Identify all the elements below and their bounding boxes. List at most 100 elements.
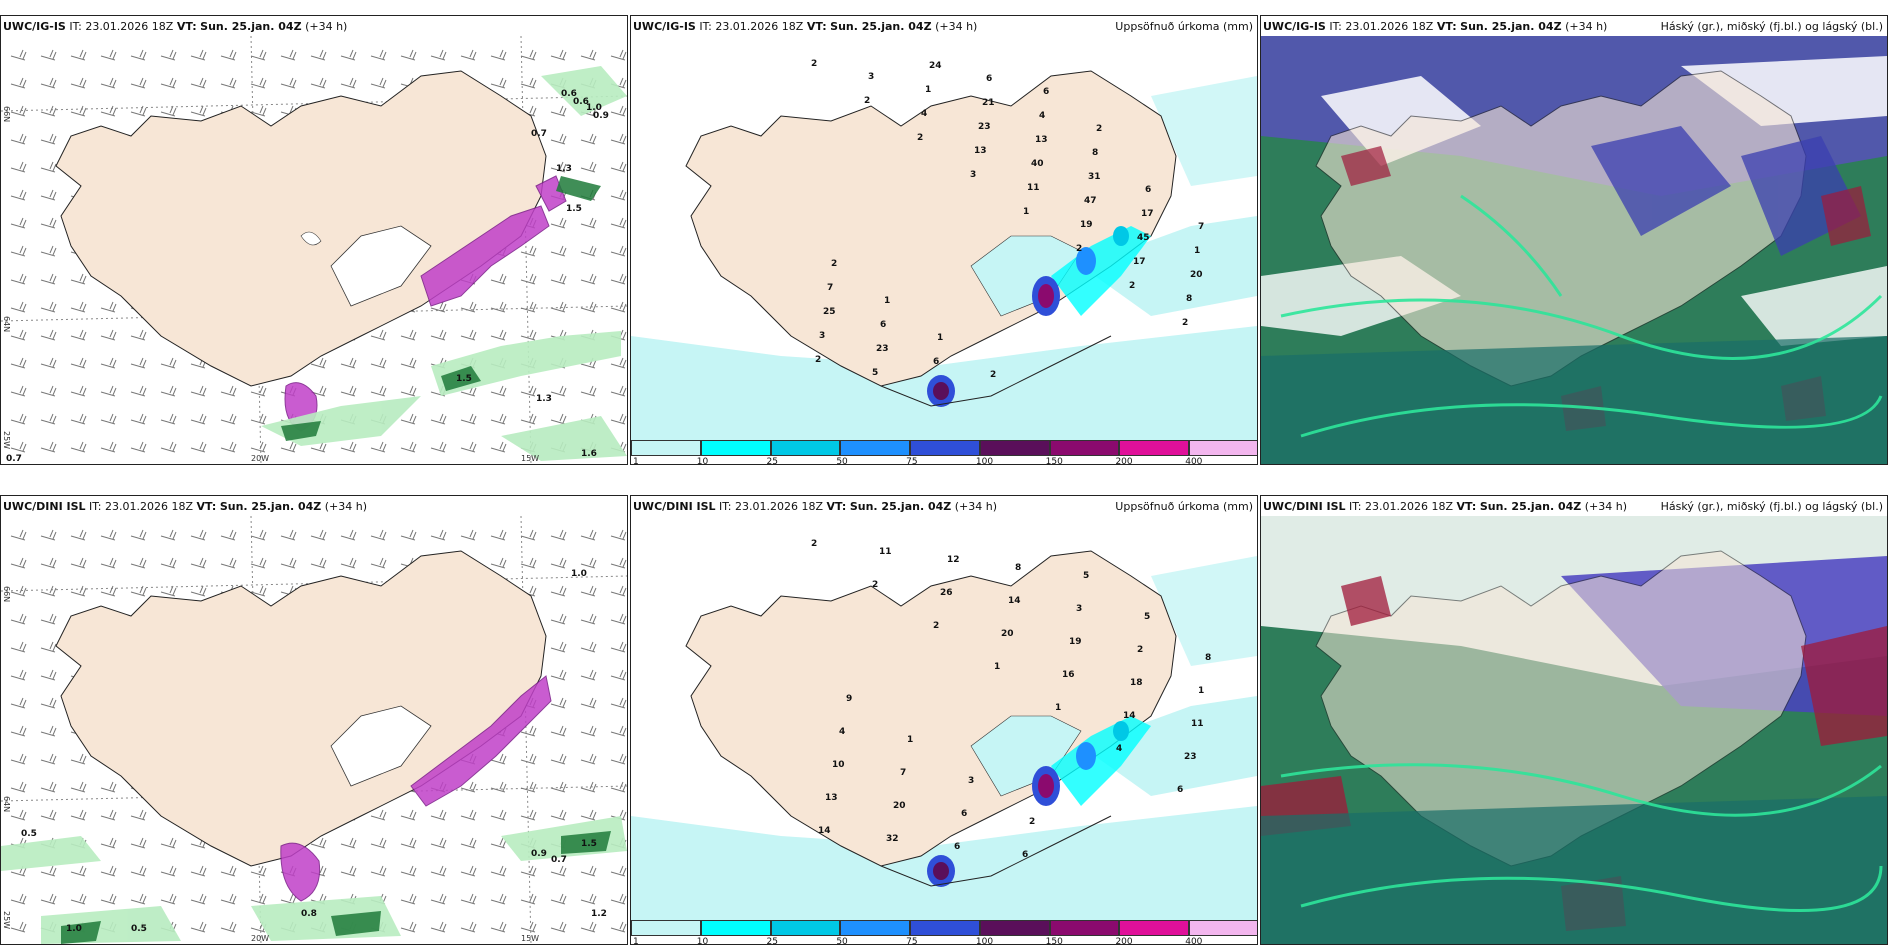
precip-label: 1	[1194, 246, 1200, 256]
wind-barb	[10, 133, 27, 145]
wind-barb	[550, 217, 567, 229]
wind-barb	[10, 161, 27, 173]
colorbar-tick: 200	[1115, 457, 1133, 465]
wind-barb	[220, 385, 237, 397]
wind-barb	[340, 441, 357, 453]
wind-barb	[340, 357, 357, 369]
wind-barb	[130, 105, 147, 117]
wind-barb	[580, 217, 597, 229]
wind-barb	[10, 613, 27, 625]
colorbar-tick: 10	[696, 937, 709, 945]
gust-label: 0.6	[561, 89, 577, 99]
wind-barb	[370, 49, 387, 61]
wind-barb	[610, 161, 627, 173]
wind-barb	[520, 753, 537, 765]
wind-barb	[610, 669, 627, 681]
wind-barb	[70, 329, 87, 341]
precip-label: 40	[1031, 159, 1044, 169]
wind-barb	[70, 301, 87, 313]
wind-barb	[310, 837, 327, 849]
precip-label: 13	[974, 146, 987, 156]
colorbar-cell	[631, 440, 701, 456]
wind-barb	[400, 865, 417, 877]
wind-barb	[340, 529, 357, 541]
wind-barb	[190, 77, 207, 89]
gust-label: 1.5	[581, 839, 597, 849]
wind-barb	[40, 189, 57, 201]
wind-barb	[100, 385, 117, 397]
wind-barb	[580, 669, 597, 681]
precip-label: 18	[1130, 678, 1143, 688]
colorbar-cell	[770, 440, 841, 456]
wind-barb	[10, 105, 27, 117]
wind-barb	[430, 837, 447, 849]
wind-barb	[310, 557, 327, 569]
wind-barb	[550, 273, 567, 285]
precip-label: 14	[1123, 711, 1136, 721]
wind-barb	[520, 245, 537, 257]
wind-barb	[370, 385, 387, 397]
panel-title: UWC/IG-IS IT: 23.01.2026 18Z VT: Sun. 25…	[1263, 20, 1608, 33]
panel-title: UWC/DINI ISL IT: 23.01.2026 18Z VT: Sun.…	[1263, 500, 1628, 513]
wind-barb	[580, 753, 597, 765]
precip-label: 7	[1198, 222, 1204, 232]
gust-label: 1.3	[536, 394, 552, 404]
wind-barb	[550, 753, 567, 765]
wind-barb	[430, 529, 447, 541]
precip-label: 2	[1129, 281, 1135, 291]
wind-barb	[430, 441, 447, 453]
wind-barb	[40, 105, 57, 117]
wind-barb	[190, 893, 207, 905]
wind-barb	[190, 441, 207, 453]
precip-label: 19	[1080, 220, 1093, 230]
precip-label: 3	[819, 331, 825, 341]
wind-barb	[10, 245, 27, 257]
wind-barb	[10, 529, 27, 541]
wind-barb	[130, 809, 147, 821]
precip-label: 4	[839, 727, 845, 737]
wind-barb	[40, 697, 57, 709]
precip-label: 2	[815, 355, 821, 365]
wind-barb	[610, 357, 627, 369]
precip-label: 2	[864, 96, 870, 106]
colorbar-tick: 400	[1185, 937, 1203, 945]
wind-barb	[160, 357, 177, 369]
wind-barb	[610, 529, 627, 541]
wind-barb	[610, 921, 627, 933]
precip-label: 3	[1076, 604, 1082, 614]
precip-label: 13	[1035, 135, 1048, 145]
precip-label: 10	[832, 760, 845, 770]
precip-label: 25	[823, 307, 836, 317]
gust-label: 1.0	[66, 924, 82, 934]
colorbar-cell	[840, 440, 911, 456]
colorbar-tick: 200	[1115, 937, 1133, 945]
wind-barb	[70, 893, 87, 905]
wind-map-svg: 20W 15W 66N 64N 25W 1.0 0.5 0.9 0.7 1.5 0.8 0.…	[1, 516, 627, 944]
colorbar: 1 10 25 50 75 100 150 200 400	[631, 920, 1257, 945]
lon-label-20w: 20W	[251, 934, 269, 943]
wind-barb	[490, 893, 507, 905]
wind-barb	[340, 557, 357, 569]
wind-barb	[430, 809, 447, 821]
wind-barb	[580, 613, 597, 625]
wind-barb	[520, 77, 537, 89]
wind-barb	[10, 385, 27, 397]
wind-barb	[400, 809, 417, 821]
colorbar-tick: 1	[633, 457, 639, 465]
wind-barb	[550, 49, 567, 61]
wind-barb	[250, 557, 267, 569]
precip-map-svg: 2221146141126201614231332121419181110206…	[631, 539, 1257, 920]
colorbar-tick: 1	[633, 937, 639, 945]
wind-barb	[250, 529, 267, 541]
colorbar-tick: 75	[906, 457, 918, 465]
wind-barb	[220, 921, 237, 933]
precip-label: 6	[986, 74, 992, 84]
precip-label: 1	[1023, 207, 1029, 217]
wind-barb	[460, 809, 477, 821]
wind-barb	[520, 301, 537, 313]
wind-barb	[610, 613, 627, 625]
wind-barb	[430, 49, 447, 61]
wind-barb	[370, 837, 387, 849]
colorbar-tick: 25	[766, 457, 778, 465]
map-precip-dini: 2 2 2 1 1 4 6 14 11 26 20 16 14 23 13 32 12 14 19 18 11 10 20 6…	[631, 516, 1257, 920]
